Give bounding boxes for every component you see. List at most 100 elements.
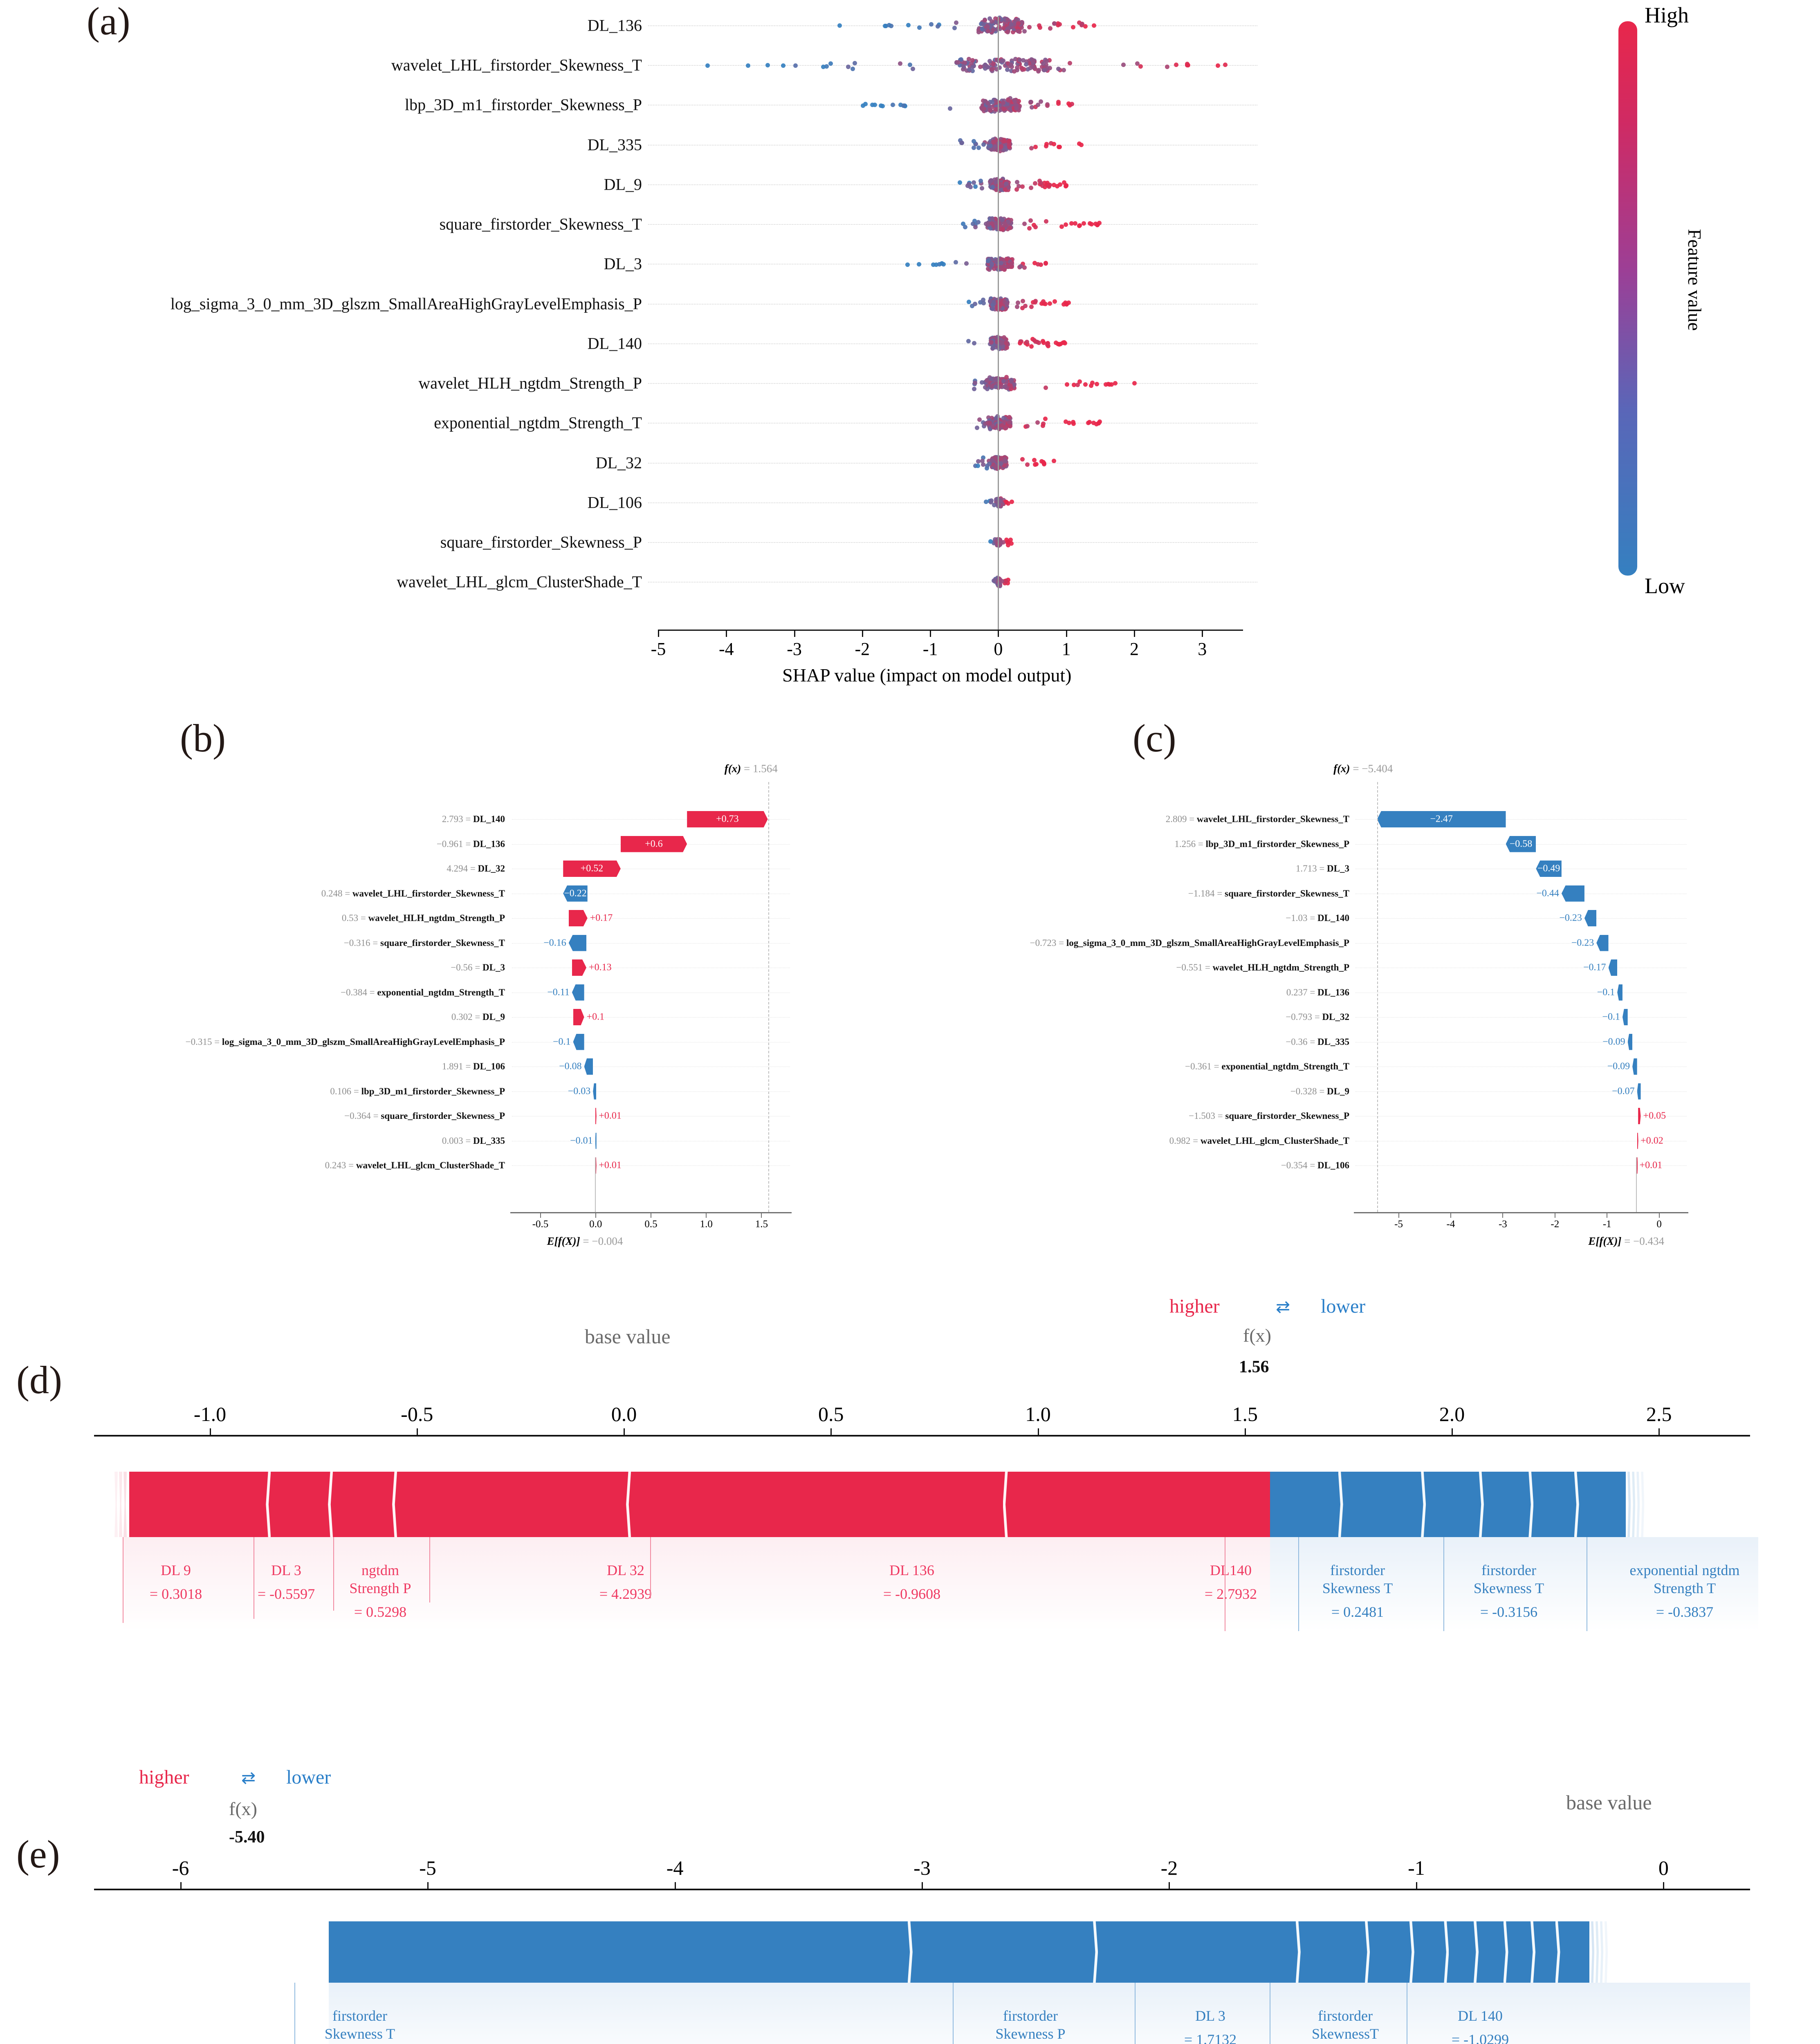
colorbar-title: Feature value bbox=[1684, 229, 1705, 331]
force-x-tick: -4 bbox=[666, 1856, 684, 1879]
beeswarm-feature-label: exponential_ngtdm_Strength_T bbox=[434, 413, 642, 432]
waterfall-row-label: −0.723 = log_sigma_3_0_mm_3D_glszm_Small… bbox=[1030, 937, 1349, 948]
waterfall-feature-name: log_sigma_3_0_mm_3D_glszm_SmallAreaHighG… bbox=[222, 1036, 505, 1047]
force-red-band bbox=[129, 1472, 1270, 1537]
force-feature-name: DL 32 bbox=[607, 1562, 644, 1578]
panel-a-x-axis-title: SHAP value (impact on model output) bbox=[782, 665, 1072, 686]
waterfall-feature-name: DL_9 bbox=[482, 1012, 505, 1022]
fx-annotation: f(x) = −5.404 bbox=[1333, 762, 1393, 775]
waterfall-x-tick: -3 bbox=[1498, 1219, 1507, 1230]
force-feature-name: DL 136 bbox=[889, 1562, 934, 1578]
waterfall-bar bbox=[573, 1009, 584, 1025]
waterfall-feature-value: −0.961 bbox=[436, 838, 466, 849]
waterfall-row-label: −0.316 = square_firstorder_Skewness_T bbox=[343, 937, 505, 948]
waterfall-feature-name: DL_335 bbox=[473, 1135, 505, 1146]
waterfall-feature-name: lbp_3D_m1_firstorder_Skewness_P bbox=[1205, 838, 1349, 849]
waterfall-x-tick: 0.5 bbox=[644, 1219, 658, 1230]
waterfall-bar bbox=[1638, 1108, 1640, 1124]
waterfall-feature-value: 0.302 bbox=[451, 1012, 475, 1022]
force-feature-label-red: DL140 = 2.7932 bbox=[1169, 1562, 1292, 1603]
panel-a-x-axis bbox=[658, 630, 1243, 631]
waterfall-feature-value: 0.53 bbox=[341, 913, 361, 923]
waterfall-feature-value: −0.315 bbox=[185, 1036, 215, 1047]
force-feature-name: DL 9 bbox=[161, 1562, 191, 1578]
waterfall-bar-value: −0.03 bbox=[568, 1086, 591, 1096]
waterfall-bar-value: −0.01 bbox=[570, 1135, 593, 1146]
colorbar-low-label: Low bbox=[1645, 574, 1685, 598]
waterfall-bar bbox=[1627, 1033, 1633, 1050]
expected-value-line bbox=[595, 1157, 596, 1212]
force-feature-value: = 0.2481 bbox=[1331, 1603, 1384, 1620]
waterfall-feature-name: wavelet_LHL_firstorder_Skewness_T bbox=[1196, 814, 1349, 824]
waterfall-bar bbox=[1561, 885, 1584, 902]
force-fx-value: 1.56 bbox=[1239, 1358, 1269, 1376]
beeswarm-feature-label: DL_32 bbox=[595, 453, 642, 472]
force-feature-value: = -1.0299 bbox=[1451, 2031, 1509, 2044]
force-feature-name: DL 3 bbox=[1195, 2008, 1225, 2024]
waterfall-feature-value: 2.809 bbox=[1165, 814, 1189, 824]
waterfall-feature-name: DL_140 bbox=[1317, 913, 1349, 923]
waterfall-feature-name: DL_3 bbox=[482, 962, 505, 973]
beeswarm-feature-label: DL_140 bbox=[587, 334, 642, 353]
force-feature-label-blue: firstorder Skewness T = -0.3156 bbox=[1443, 1562, 1574, 1621]
expected-value-line bbox=[1636, 1157, 1637, 1212]
force-x-tick: -3 bbox=[913, 1856, 931, 1879]
panel-c-letter: (c) bbox=[1133, 716, 1176, 760]
waterfall-bar bbox=[573, 1033, 584, 1050]
force-blue-band bbox=[329, 1921, 1590, 1983]
fx-line bbox=[768, 782, 770, 1212]
beeswarm-x-tick: -4 bbox=[718, 639, 734, 659]
waterfall-feature-name: DL_106 bbox=[473, 1061, 505, 1071]
waterfall-bar-value: −0.08 bbox=[559, 1061, 582, 1072]
waterfall-feature-value: 0.982 bbox=[1169, 1135, 1193, 1146]
force-feature-label-red: DL 9 = 0.3018 bbox=[114, 1562, 237, 1603]
waterfall-row-label: 2.809 = wavelet_LHL_firstorder_Skewness_… bbox=[1165, 814, 1349, 824]
waterfall-row-label: −0.364 = square_firstorder_Skewness_P bbox=[344, 1111, 505, 1121]
waterfall-feature-value: −1.184 bbox=[1188, 888, 1217, 899]
waterfall-feature-name: wavelet_HLH_ngtdm_Strength_P bbox=[1212, 962, 1349, 973]
waterfall-bar bbox=[563, 885, 588, 902]
waterfall-feature-value: 0.248 bbox=[321, 888, 345, 899]
waterfall-feature-value: 0.237 bbox=[1286, 987, 1310, 997]
beeswarm-x-tick: -1 bbox=[922, 639, 938, 659]
waterfall-bar-value: −0.11 bbox=[547, 987, 570, 997]
beeswarm-feature-label: wavelet_LHL_glcm_ClusterShade_T bbox=[397, 572, 642, 591]
waterfall-bar bbox=[568, 935, 587, 951]
waterfall-feature-value: −0.361 bbox=[1185, 1061, 1214, 1071]
force-feature-value: = 0.5298 bbox=[354, 1603, 407, 1620]
force-x-tick: 2.5 bbox=[1646, 1403, 1672, 1425]
waterfall-row-label: 1.256 = lbp_3D_m1_firstorder_Skewness_P bbox=[1174, 838, 1349, 849]
waterfall-bar-value: +0.17 bbox=[590, 912, 613, 923]
beeswarm-feature-label: lbp_3D_m1_firstorder_Skewness_P bbox=[405, 95, 642, 114]
expected-value-annotation: E[f(X)] = −0.004 bbox=[547, 1235, 623, 1247]
panel-e-force: (e) -6 -5 -4 -3 -2 -1 0 higher ⇄ lower base value f… bbox=[0, 1762, 1820, 2044]
force-feature-label-blue: exponential ngtdm Strength T = -0.3837 bbox=[1619, 1562, 1750, 1621]
beeswarm-x-tick: -2 bbox=[855, 639, 870, 659]
force-x-tick: 1.0 bbox=[1025, 1403, 1051, 1425]
waterfall-row-label: 0.53 = wavelet_HLH_ngtdm_Strength_P bbox=[341, 913, 505, 923]
force-feature-name: firstorder SkewnessT bbox=[1312, 2008, 1379, 2042]
waterfall-bar-value: +0.02 bbox=[1640, 1135, 1663, 1146]
panel-b-waterfall: (b) 2.793 = DL_140 +0.73 −0.961 = DL_136 +0… bbox=[0, 716, 879, 1308]
waterfall-feature-value: −1.03 bbox=[1286, 913, 1310, 923]
waterfall-feature-name: DL_140 bbox=[473, 814, 505, 824]
waterfall-feature-name: square_firstorder_Skewness_P bbox=[381, 1111, 505, 1121]
waterfall-bar-value: +0.01 bbox=[599, 1160, 622, 1171]
waterfall-feature-value: 1.256 bbox=[1174, 838, 1198, 849]
waterfall-row-label: −0.361 = exponential_ngtdm_Strength_T bbox=[1185, 1061, 1349, 1071]
waterfall-row-label: 0.106 = lbp_3D_m1_firstorder_Skewness_P bbox=[330, 1086, 505, 1096]
beeswarm-x-tick: -3 bbox=[787, 639, 802, 659]
waterfall-feature-name: DL_106 bbox=[1317, 1160, 1349, 1170]
colorbar bbox=[1618, 21, 1637, 576]
waterfall-bar-value: −0.49 bbox=[1537, 863, 1560, 874]
waterfall-feature-name: wavelet_LHL_glcm_ClusterShade_T bbox=[1200, 1135, 1349, 1146]
waterfall-row-label: −0.354 = DL_106 bbox=[1281, 1160, 1349, 1170]
waterfall-bar-value: −0.44 bbox=[1536, 888, 1559, 899]
waterfall-feature-name: DL_136 bbox=[1317, 987, 1349, 997]
waterfall-x-tick: 1.5 bbox=[755, 1219, 768, 1230]
force-feature-label-blue: firstorder Skewness T = 0.2481 bbox=[1292, 1562, 1423, 1621]
waterfall-feature-value: 1.713 bbox=[1295, 863, 1320, 874]
force-x-tick: 0.0 bbox=[611, 1403, 637, 1425]
waterfall-feature-name: log_sigma_3_0_mm_3D_glszm_SmallAreaHighG… bbox=[1066, 937, 1349, 948]
waterfall-feature-name: lbp_3D_m1_firstorder_Skewness_P bbox=[361, 1086, 505, 1096]
